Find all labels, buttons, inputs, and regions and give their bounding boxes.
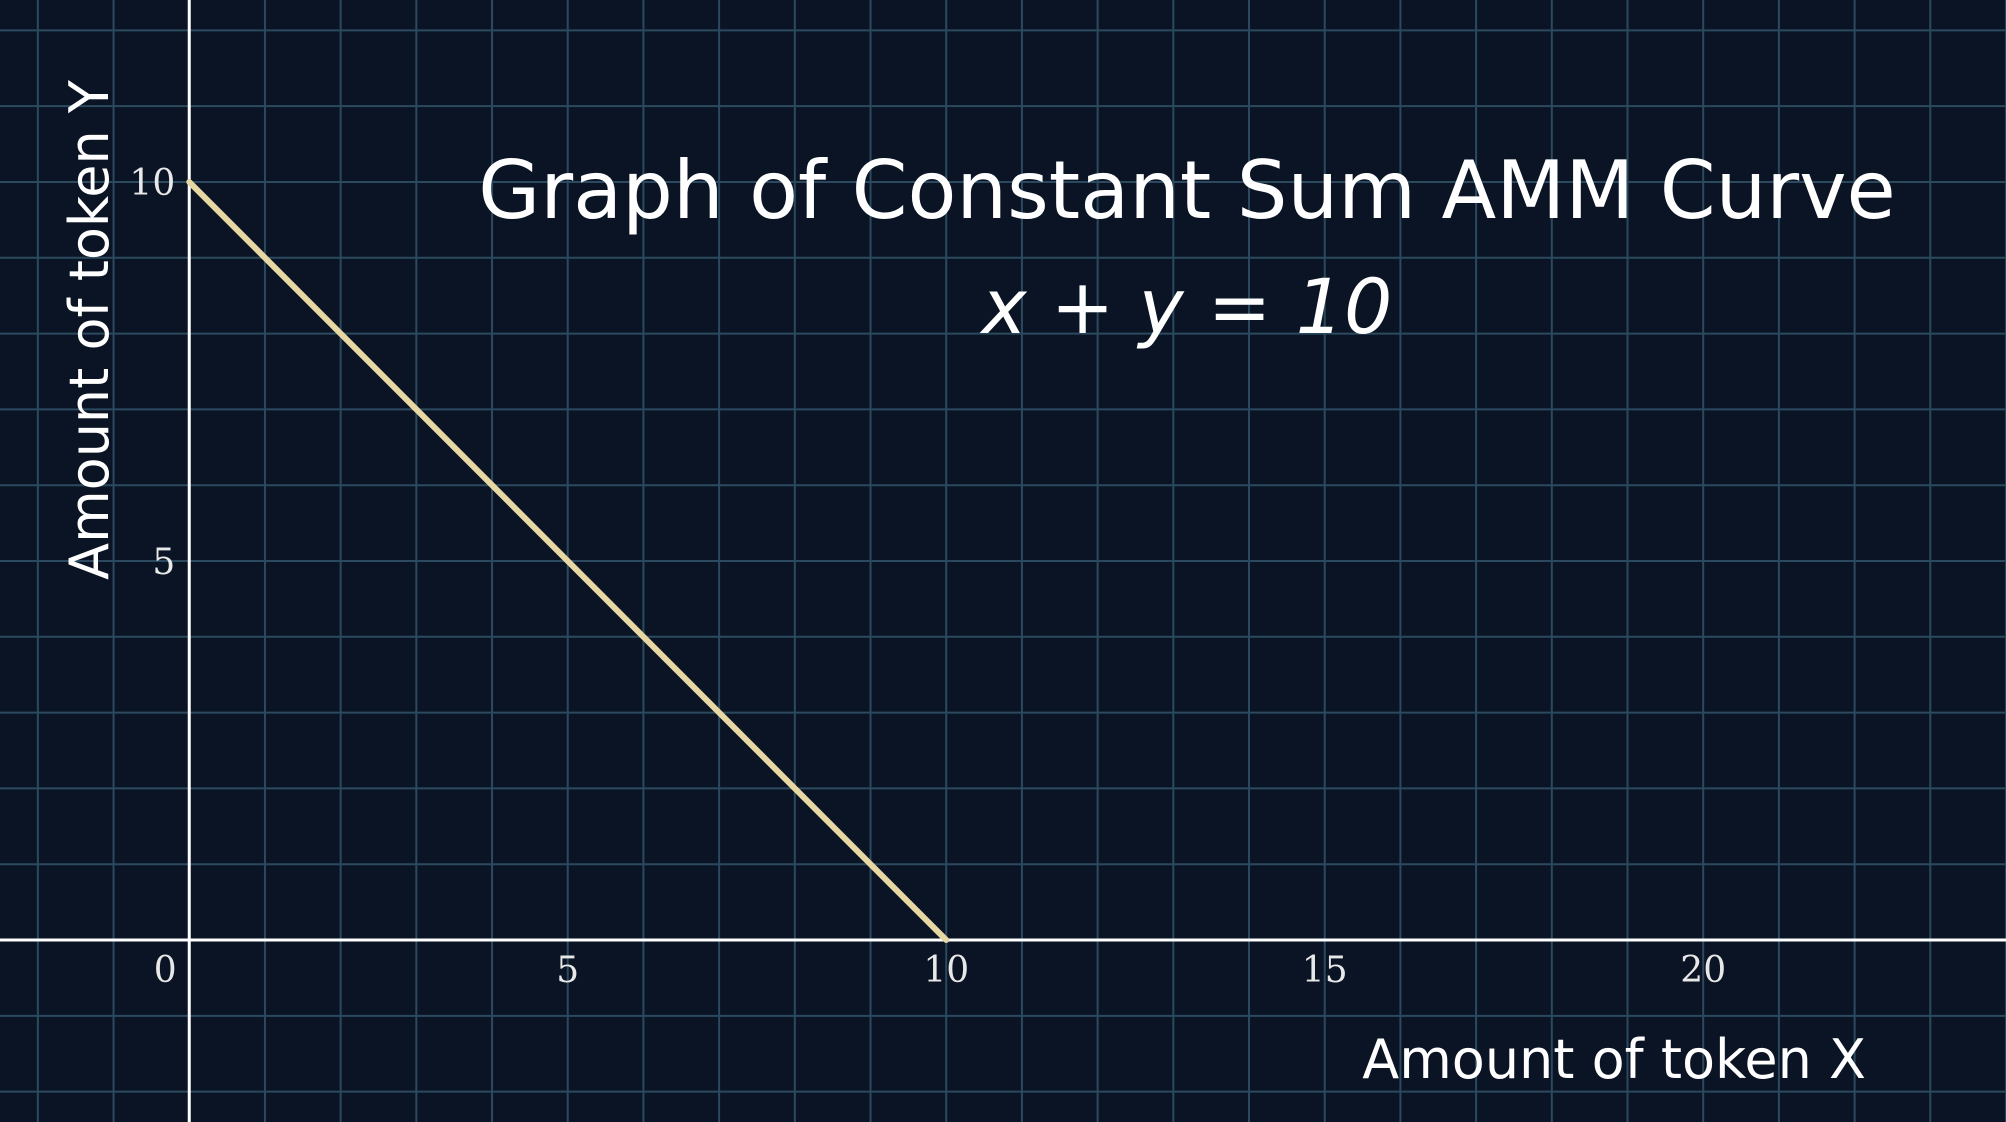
y-tick-labels: 5 10 <box>129 163 175 583</box>
chart-title: Graph of Constant Sum AMM Curve <box>478 144 1896 237</box>
y-axis-label: Amount of token Y <box>58 79 121 580</box>
x-axis-label: Amount of token X <box>1362 1028 1866 1091</box>
series-line <box>186 178 950 944</box>
y-tick-label: 10 <box>129 163 175 204</box>
x-tick-label: 15 <box>1302 950 1348 991</box>
x-tick-labels: 0 5 10 15 20 <box>154 950 1726 991</box>
x-tick-label: 0 <box>154 950 177 991</box>
series-group <box>186 178 950 944</box>
x-tick-label: 5 <box>556 950 579 991</box>
chart-subtitle: x + y = 10 <box>980 262 1393 351</box>
y-tick-label: 5 <box>152 542 175 583</box>
x-tick-label: 20 <box>1680 950 1726 991</box>
x-tick-label: 10 <box>923 950 969 991</box>
